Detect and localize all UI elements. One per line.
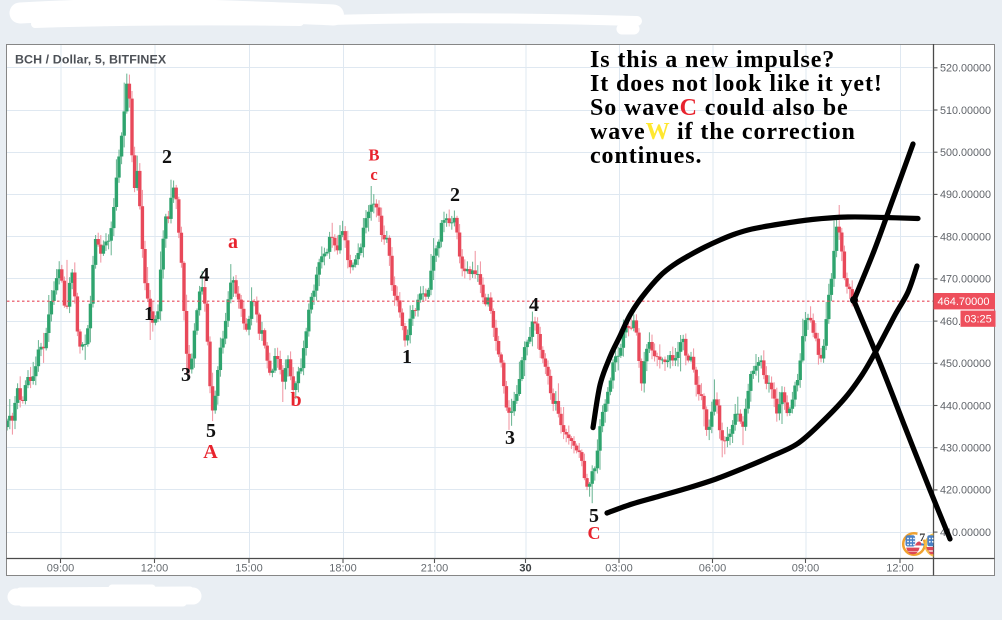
svg-text:520.00000: 520.00000 [940,63,991,75]
svg-text:21:00: 21:00 [421,563,449,575]
svg-text:So waveC could also be: So waveC could also be [590,95,849,121]
svg-text:1: 1 [144,303,154,325]
svg-text:BCH / Dollar, 5, BITFINEX: BCH / Dollar, 5, BITFINEX [15,53,167,67]
svg-text:500.00000: 500.00000 [940,147,991,159]
svg-text:7: 7 [919,530,925,544]
svg-text:2: 2 [162,146,172,168]
svg-text:a: a [228,231,238,253]
svg-text:09:00: 09:00 [47,563,75,575]
svg-text:18:00: 18:00 [329,563,357,575]
svg-text:464.70000: 464.70000 [938,296,990,308]
svg-text:410.00000: 410.00000 [940,527,991,539]
svg-text:continues.: continues. [590,143,702,169]
svg-text:2: 2 [450,184,460,206]
svg-text:480.00000: 480.00000 [940,231,991,243]
svg-text:440.00000: 440.00000 [940,400,991,412]
svg-text:3: 3 [181,364,191,386]
svg-text:b: b [290,389,301,411]
svg-text:09:00: 09:00 [792,563,820,575]
svg-text:5: 5 [589,505,599,527]
svg-text:30: 30 [519,563,531,575]
svg-text:430.00000: 430.00000 [940,443,991,455]
svg-text:4: 4 [529,294,539,316]
svg-text:B: B [368,146,379,165]
svg-text:470.00000: 470.00000 [940,274,991,286]
svg-text:03:00: 03:00 [605,563,633,575]
svg-text:Is this a new impulse?: Is this a new impulse? [590,47,835,73]
svg-text:12:00: 12:00 [886,563,914,575]
svg-text:06:00: 06:00 [699,563,727,575]
svg-text:12:00: 12:00 [141,563,169,575]
svg-text:15:00: 15:00 [235,563,263,575]
svg-text:03:25: 03:25 [964,314,992,326]
svg-text:c: c [370,165,377,184]
svg-text:4: 4 [200,264,210,286]
svg-text:waveW if the correction: waveW if the correction [590,119,856,145]
svg-text:490.00000: 490.00000 [940,189,991,201]
svg-text:5: 5 [206,420,216,442]
svg-text:3: 3 [505,427,515,449]
svg-text:C: C [588,523,601,543]
svg-text:It does not look like it yet!: It does not look like it yet! [590,71,883,97]
svg-text:510.00000: 510.00000 [940,105,991,117]
svg-text:1: 1 [402,346,412,368]
svg-text:A: A [203,441,218,463]
svg-text:420.00000: 420.00000 [940,485,991,497]
svg-text:450.00000: 450.00000 [940,358,991,370]
